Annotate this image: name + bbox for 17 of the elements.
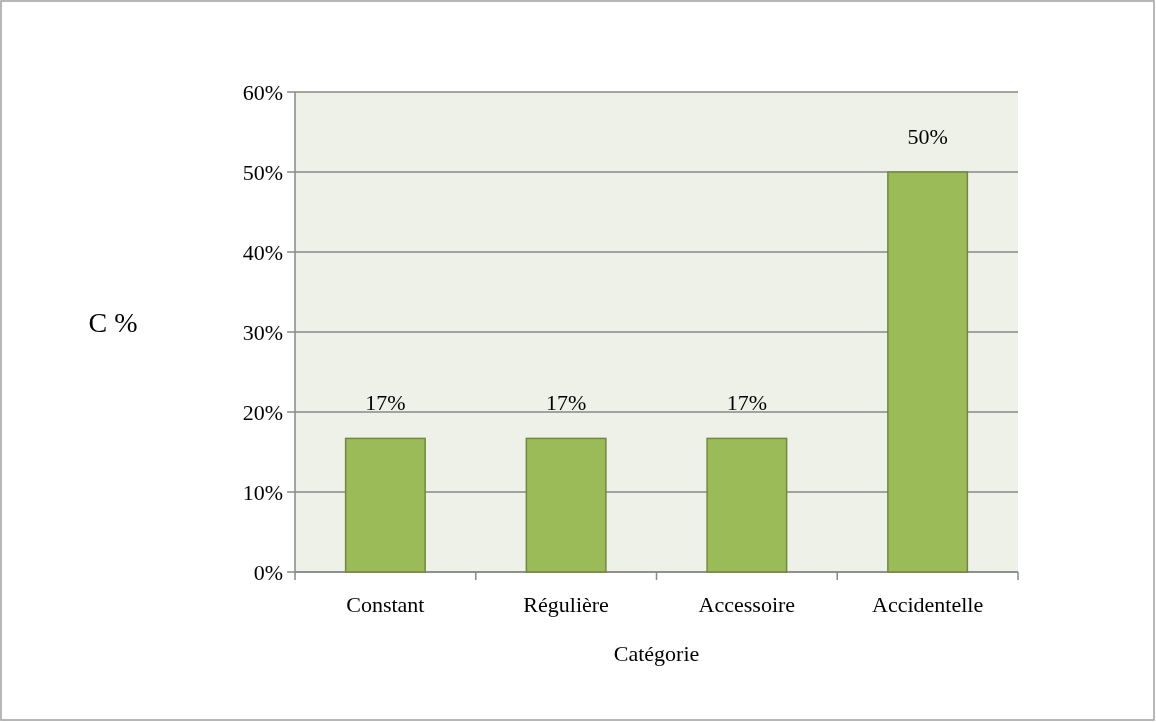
y-tick-label: 50%: [242, 159, 283, 185]
y-tick-label: 60%: [242, 79, 283, 105]
x-tick-label: Constant: [346, 592, 425, 617]
y-tick-label: 10%: [242, 479, 283, 505]
data-label: 17%: [365, 390, 406, 416]
y-tick-label: 30%: [242, 319, 283, 345]
x-tick-label: Accidentelle: [872, 592, 984, 617]
y-tick-label: 20%: [242, 399, 283, 425]
data-label: 50%: [907, 124, 948, 149]
y-tick-label: 0%: [253, 559, 283, 585]
data-label: 17%: [726, 390, 768, 416]
x-axis-title: Catégorie: [613, 641, 700, 666]
x-tick-label: Accessoire: [698, 592, 796, 617]
x-tick-label: Régulière: [523, 592, 609, 617]
y-tick-label: 40%: [242, 239, 283, 265]
data-label: 17%: [545, 390, 587, 416]
y-axis-title: C %: [88, 307, 138, 338]
